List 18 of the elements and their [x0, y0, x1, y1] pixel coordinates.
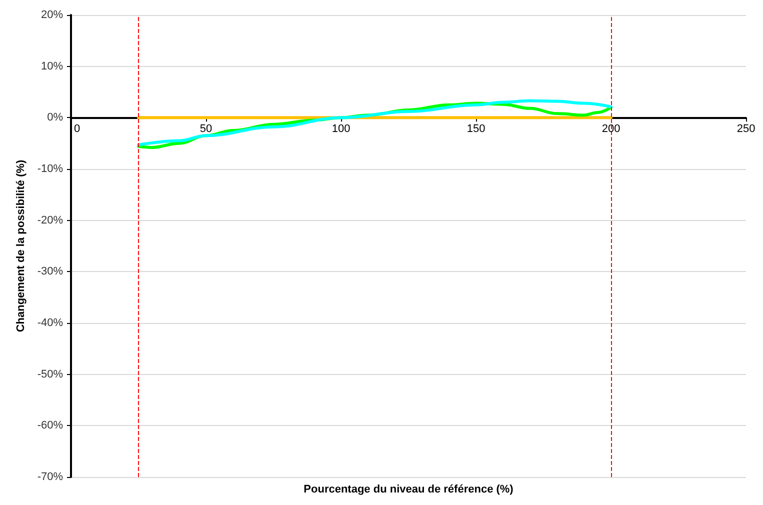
- y-tick-label: -70%: [37, 471, 64, 483]
- x-tick-label: 250: [736, 123, 756, 136]
- x-tick-label: 200: [602, 123, 620, 136]
- y-tick-label: -50%: [37, 368, 64, 380]
- y-tick-label: -10%: [37, 163, 64, 175]
- y-tick-label: 10%: [40, 60, 64, 72]
- x-axis-title: Pourcentage du niveau de référence (%): [304, 484, 514, 496]
- y-tick-label: 0%: [47, 112, 64, 124]
- y-tick-label: -20%: [37, 214, 64, 226]
- x-tick-label: 0: [74, 123, 80, 136]
- y-axis-title: Changement de la possibilité (%): [14, 159, 27, 332]
- y-tick-label: -60%: [37, 420, 64, 432]
- x-tick-label: 50: [200, 123, 212, 136]
- x-tick-label: 150: [466, 123, 486, 136]
- y-tick-label: -40%: [37, 317, 64, 329]
- x-tick-label: 100: [332, 123, 350, 136]
- y-tick-label: -30%: [37, 266, 64, 278]
- y-tick-label: 20%: [40, 9, 64, 21]
